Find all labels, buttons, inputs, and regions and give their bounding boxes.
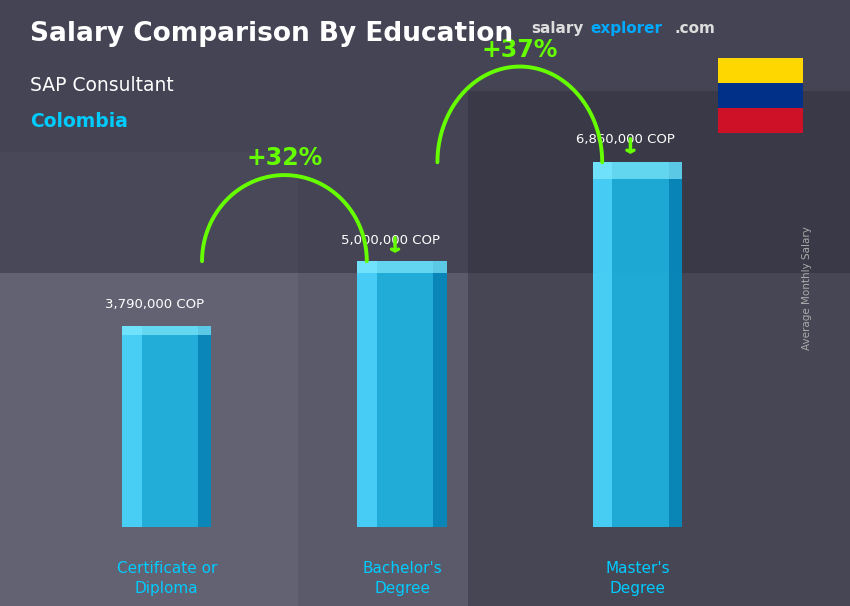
- Text: Bachelor's
Degree: Bachelor's Degree: [362, 561, 442, 596]
- Text: Colombia: Colombia: [30, 112, 127, 131]
- Bar: [122, 325, 212, 335]
- Bar: [357, 261, 447, 273]
- Bar: [122, 325, 142, 527]
- Text: salary: salary: [531, 21, 584, 36]
- Text: 3,790,000 COP: 3,790,000 COP: [105, 298, 205, 311]
- Bar: [592, 162, 683, 179]
- Bar: [357, 261, 377, 527]
- Text: explorer: explorer: [591, 21, 663, 36]
- Text: +32%: +32%: [246, 146, 322, 170]
- Text: 5,000,000 COP: 5,000,000 COP: [341, 234, 439, 247]
- Text: Certificate or
Diploma: Certificate or Diploma: [116, 561, 217, 596]
- Bar: [434, 261, 447, 527]
- Bar: [669, 162, 683, 527]
- Text: 6,860,000 COP: 6,860,000 COP: [576, 133, 675, 145]
- Text: Salary Comparison By Education: Salary Comparison By Education: [30, 21, 513, 47]
- Bar: [122, 325, 212, 527]
- Bar: [198, 325, 212, 527]
- Text: .com: .com: [674, 21, 715, 36]
- Text: +37%: +37%: [482, 38, 558, 62]
- Text: Master's
Degree: Master's Degree: [605, 561, 670, 596]
- Bar: [357, 261, 447, 527]
- Bar: [592, 162, 613, 527]
- Text: Average Monthly Salary: Average Monthly Salary: [802, 226, 812, 350]
- Text: SAP Consultant: SAP Consultant: [30, 76, 173, 95]
- Bar: [592, 162, 683, 527]
